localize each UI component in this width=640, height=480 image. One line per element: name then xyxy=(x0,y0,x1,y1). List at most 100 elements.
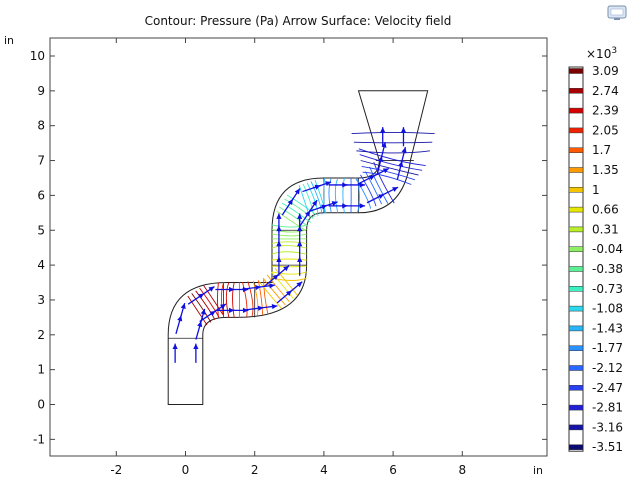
colorbar-level-label: 1 xyxy=(592,183,600,197)
pressure-contour-line xyxy=(328,177,332,213)
velocity-arrowhead xyxy=(242,286,249,293)
colorbar-swatch xyxy=(568,147,584,153)
velocity-arrowhead xyxy=(325,181,332,187)
pressure-contour-line xyxy=(271,245,307,249)
pressure-contour-line xyxy=(252,280,259,316)
pipe-outline xyxy=(167,90,429,405)
pressure-contours xyxy=(187,132,435,326)
pressure-contour-line xyxy=(362,171,412,185)
colorbar-level-label: 3.09 xyxy=(592,64,619,78)
colorbar-swatch xyxy=(568,167,584,173)
colorbar-swatch xyxy=(568,206,584,213)
pressure-contour-line xyxy=(281,202,311,223)
colorbar-level-label: 2.74 xyxy=(592,84,619,98)
pressure-contour-line xyxy=(373,161,395,204)
pressure-contour-line xyxy=(353,141,433,144)
pressure-contour-line xyxy=(310,181,323,215)
pressure-contour-line xyxy=(271,258,307,261)
pressure-contour-line xyxy=(271,224,307,228)
monitor-icon[interactable] xyxy=(606,4,628,22)
velocity-arrowhead xyxy=(172,343,178,350)
pressure-contour-line xyxy=(351,132,435,135)
colorbar-level-label: -1.77 xyxy=(592,341,623,355)
pressure-contour-line xyxy=(258,281,282,309)
colorbar-frame xyxy=(568,66,584,452)
pressure-contour-line xyxy=(263,279,269,315)
pressure-contour-line xyxy=(191,293,212,323)
y-tick-label: 4 xyxy=(37,258,45,272)
pressure-contour-line xyxy=(220,282,225,318)
colorbar-swatch xyxy=(568,404,584,411)
colorbar-level-label: 0.66 xyxy=(592,203,619,217)
velocity-arrowhead xyxy=(296,281,303,288)
colorbar-swatch xyxy=(568,127,584,134)
colorbar-level-label: 0.31 xyxy=(592,222,619,236)
colorbar-level-label: 1.7 xyxy=(592,143,611,157)
velocity-arrowhead xyxy=(180,303,186,310)
y-tick-label: 9 xyxy=(37,84,45,98)
colorbar-swatch xyxy=(568,266,584,272)
y-tick-label: 6 xyxy=(37,188,45,202)
x-tick-label: -2 xyxy=(110,463,122,477)
velocity-arrowhead xyxy=(200,308,206,315)
colorbar-swatch xyxy=(568,444,584,450)
colorbar-swatch xyxy=(568,345,584,351)
x-tick-label: 0 xyxy=(182,463,190,477)
pressure-contour-line xyxy=(302,183,315,218)
x-tick-label: 4 xyxy=(320,463,328,477)
pressure-contour-line xyxy=(195,290,216,320)
pressure-contour-line xyxy=(323,177,326,213)
pressure-contour-line xyxy=(271,241,307,244)
pressure-contour-line xyxy=(361,165,416,181)
colorbar-level-label: -2.81 xyxy=(592,401,623,415)
pressure-contour-line xyxy=(279,206,309,227)
colorbar-swatch xyxy=(568,325,584,332)
x-tick-label: 6 xyxy=(389,463,397,477)
pressure-contour-line xyxy=(365,171,383,205)
colorbar-level-label: -0.04 xyxy=(592,242,623,256)
colorbar: ×103 3.09 2.74 2.39 2.05 1.7 1.35 1 0.66 0.31 -0.… xyxy=(568,46,623,454)
plot-frame xyxy=(49,37,548,457)
velocity-arrowhead xyxy=(392,187,399,192)
pressure-contour-line xyxy=(360,174,377,207)
colorbar-swatch xyxy=(568,385,584,391)
velocity-arrowhead xyxy=(381,142,387,148)
pressure-contour-line xyxy=(271,271,307,275)
pressure-contour-line xyxy=(203,285,224,315)
pressure-contour-line xyxy=(274,268,298,296)
pressure-contour-line xyxy=(271,265,307,268)
pressure-contour-line xyxy=(334,177,339,213)
y-tick-label: 3 xyxy=(37,293,45,307)
y-tick-label: 0 xyxy=(37,398,45,412)
pressure-contour-line xyxy=(271,229,307,233)
pressure-contour-line xyxy=(217,282,219,318)
y-unit-label: in xyxy=(4,34,14,47)
pressure-contour-line xyxy=(360,160,419,176)
colorbar-swatch xyxy=(568,107,584,114)
colorbar-multiplier: ×103 xyxy=(586,46,617,61)
colorbar-swatch xyxy=(568,305,584,312)
colorbar-level-label: 2.39 xyxy=(592,104,619,118)
colorbar-level-label: -3.51 xyxy=(592,440,623,454)
colorbar-level-label: 1.35 xyxy=(592,163,619,177)
pressure-contour-line xyxy=(342,177,345,213)
velocity-arrowhead xyxy=(220,303,226,310)
pressure-contour-line xyxy=(187,295,208,326)
pressure-contour-line xyxy=(284,198,314,219)
pressure-contour-line xyxy=(276,210,306,231)
y-tick-label: 5 xyxy=(37,223,45,237)
colorbar-swatch xyxy=(568,88,584,94)
y-tick-label: 7 xyxy=(37,154,45,168)
y-tick-label: -1 xyxy=(33,432,45,446)
pressure-contour-line xyxy=(262,277,286,306)
colorbar-swatch xyxy=(568,286,584,292)
axes: -2 0 2 4 6 8 -1 0 1 2 3 4 5 6 7 8 9 10 xyxy=(30,38,547,477)
colorbar-swatch xyxy=(568,187,584,193)
velocity-arrowhead xyxy=(271,303,278,310)
velocity-arrowhead xyxy=(342,182,348,188)
y-tick-label: 10 xyxy=(30,49,45,63)
velocity-arrows xyxy=(172,127,407,363)
pressure-contour-line xyxy=(356,150,430,154)
velocity-arrowhead xyxy=(400,127,407,133)
